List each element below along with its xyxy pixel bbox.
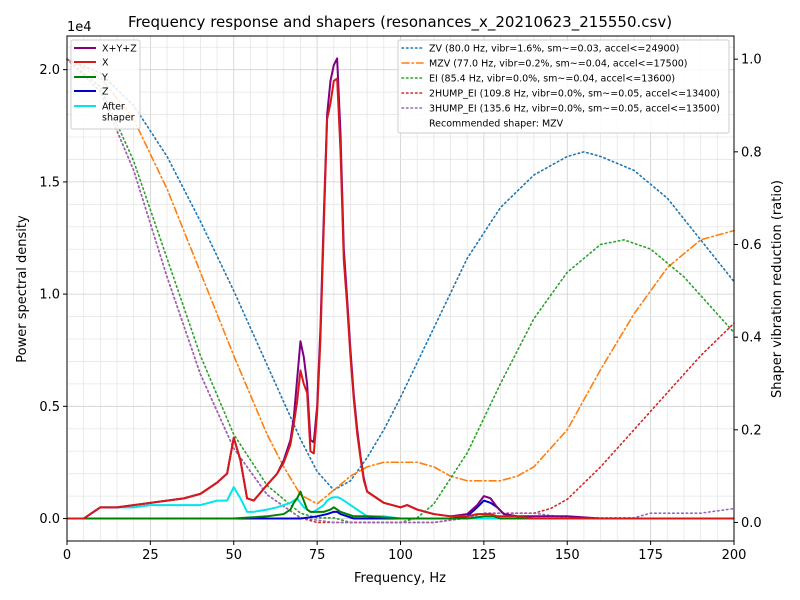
- axis-ticks: 0 25 50 75 100 125 150 175 200 0.0 0.5 1.0 1.5 2.0 0.0…: [39, 53, 761, 563]
- legend-psd-label: shaper: [102, 113, 135, 124]
- x-tick-label: 100: [388, 548, 413, 563]
- psd-curve-3: [67, 490, 734, 520]
- legend-shaper-label: 2HUMP_EI (109.8 Hz, vibr=0.0%, sm~=0.05,…: [429, 89, 720, 100]
- x-tick-label: 50: [225, 548, 242, 563]
- shaper-curves: [66, 58, 735, 524]
- x-axis-title: Frequency, Hz: [354, 571, 446, 586]
- legend-shaper-label: ZV (80.0 Hz, vibr=1.6%, sm~=0.03, accel<…: [429, 44, 679, 55]
- y-offset-label: 1e4: [67, 20, 92, 35]
- shaper-curve-1: [66, 58, 735, 492]
- legend-psd-label: X+Y+Z: [102, 44, 137, 55]
- y2-tick-label: 0.8: [741, 145, 762, 160]
- legend-shaper-label: MZV (77.0 Hz, vibr=0.2%, sm~=0.04, accel…: [429, 59, 688, 70]
- legend-psd-label: Z: [102, 87, 109, 98]
- y2-tick-label: 0.0: [741, 516, 762, 531]
- x-tick-label: 150: [555, 548, 580, 563]
- y2-axis-title: Shaper vibration reduction (ratio): [770, 180, 785, 398]
- x-tick-label: 75: [309, 548, 326, 563]
- legend-psd-label: After: [102, 102, 125, 113]
- y-axis-title: Power spectral density: [15, 215, 30, 363]
- y-tick-label: 0.0: [39, 512, 60, 527]
- y-tick-label: 2.0: [39, 63, 60, 78]
- shaper-curve-5: [66, 58, 735, 524]
- x-tick-label: 175: [638, 548, 663, 563]
- x-tick-label: 0: [63, 548, 71, 563]
- y-tick-label: 1.5: [39, 175, 60, 190]
- y-tick-label: 1.0: [39, 288, 60, 303]
- legend-psd-label: X: [102, 58, 109, 69]
- psd-curves: [67, 57, 734, 520]
- y2-tick-label: 0.2: [741, 423, 762, 438]
- y2-tick-label: 0.4: [741, 331, 762, 346]
- legend-psd-label: Y: [101, 73, 108, 84]
- legend-shapers-box: [397, 39, 730, 134]
- x-tick-label: 125: [471, 548, 496, 563]
- legend-shapers: ZV (80.0 Hz, vibr=1.6%, sm~=0.03, accel<…: [397, 39, 730, 134]
- chart-title: Frequency response and shapers (resonanc…: [128, 13, 672, 32]
- x-tick-label: 25: [142, 548, 159, 563]
- y2-tick-label: 1.0: [741, 53, 762, 68]
- legend-shaper-label: 3HUMP_EI (135.6 Hz, vibr=0.0%, sm~=0.05,…: [429, 104, 720, 115]
- shaper-curve-2: [66, 58, 735, 505]
- y-tick-label: 0.5: [39, 400, 60, 415]
- y2-tick-label: 0.6: [741, 238, 762, 253]
- psd-curve-2: [67, 77, 734, 520]
- x-tick-label: 200: [722, 548, 747, 563]
- recommended-shaper-note: Recommended shaper: MZV: [429, 119, 564, 130]
- legend-shaper-label: EI (85.4 Hz, vibr=0.0%, sm~=0.04, accel<…: [429, 74, 675, 85]
